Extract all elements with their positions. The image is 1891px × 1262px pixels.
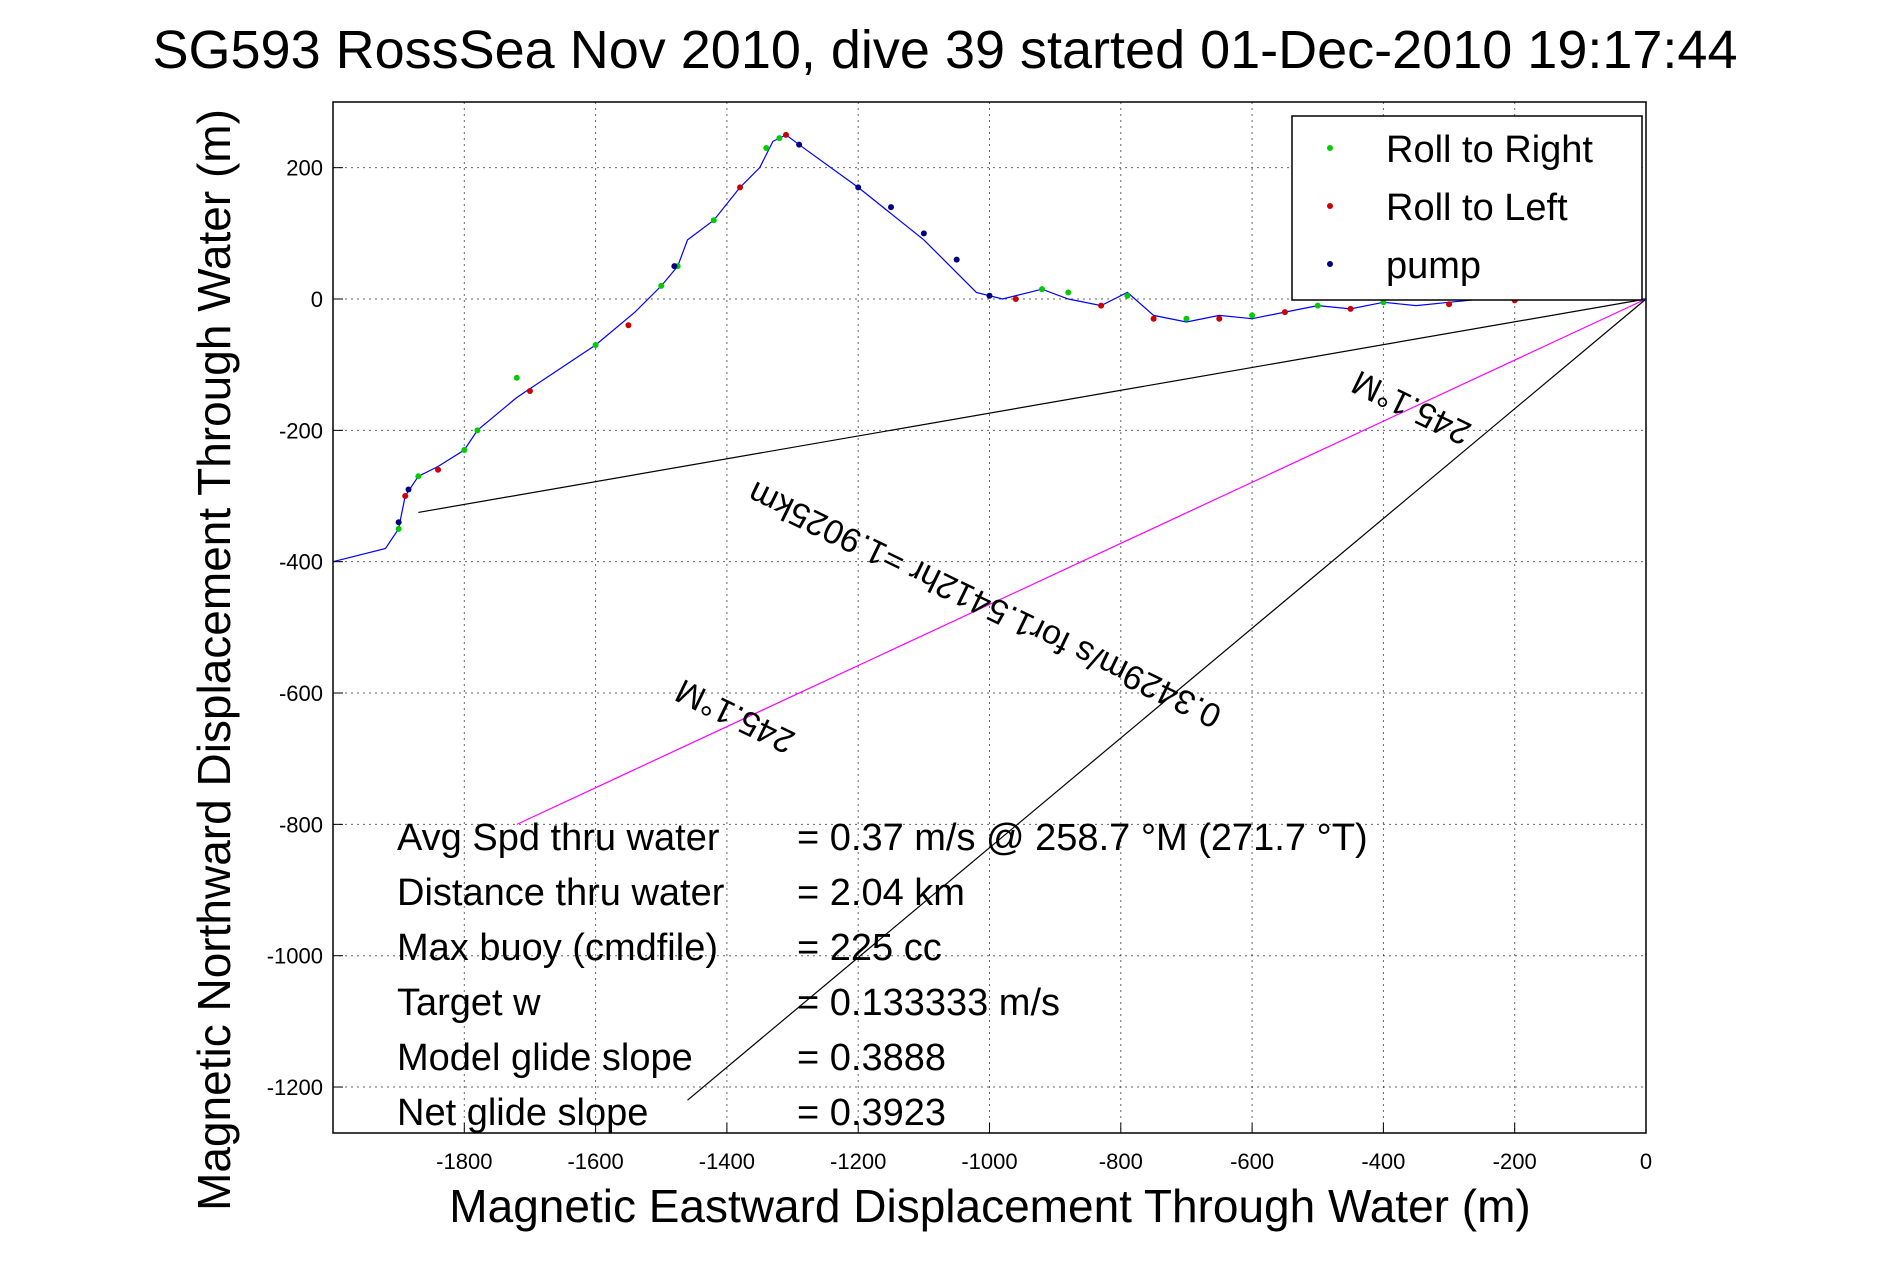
pump-point [888,204,895,211]
roll-to-right-point [1183,315,1190,322]
pump-point [855,184,862,191]
legend-label-pump: pump [1386,245,1481,287]
x-tick-label: -1200 [830,1149,886,1174]
pump-point [986,292,993,299]
roll-to-right-point [592,341,599,348]
stat-label: Model glide slope [397,1037,693,1079]
y-tick-label: -400 [279,550,323,575]
roll-to-left-point [1150,315,1157,322]
y-tick-label: -800 [279,812,323,837]
roll-to-left-point [625,322,632,329]
roll-to-right-point [1380,299,1387,306]
x-tick-label: -600 [1230,1149,1274,1174]
pump-point [953,256,960,263]
track-line [332,134,1646,563]
roll-to-left-point [1098,302,1105,309]
roll-to-left-point [782,131,789,138]
reference-lines [418,298,1647,1101]
stat-value: = 0.133333 m/s [797,982,1060,1024]
y-tick-label: -200 [279,418,323,443]
legend-marker-pump [1327,261,1333,267]
pump-point [796,141,803,148]
x-tick-label: -800 [1099,1149,1143,1174]
roll-to-right-point [763,144,770,151]
stat-value: = 2.04 km [797,872,965,914]
legend-box [1291,115,1643,301]
series-markers [395,131,1518,532]
roll-to-left-point [526,387,533,394]
chart-title: SG593 RossSea Nov 2010, dive 39 started … [152,20,1737,80]
x-tick-label: -200 [1493,1149,1537,1174]
stat-label: Net glide slope [397,1092,648,1134]
x-axis-label: Magnetic Eastward Displacement Through W… [449,1180,1530,1232]
roll-to-right-point [415,473,422,480]
roll-to-right-point [1124,292,1131,299]
roll-to-right-point [513,374,520,381]
reference-line [516,298,1647,825]
pump-point [920,230,927,237]
stat-value: = 0.37 m/s @ 258.7 °M (271.7 °T) [797,817,1368,859]
y-axis-ticks: 200 0 -200 -400 -600 -800 -1000 -1200 [267,156,343,1100]
stat-value: = 0.3923 [797,1092,946,1134]
stat-value: = 0.3888 [797,1037,946,1079]
legend-label-roll-to-left: Roll to Left [1386,187,1568,229]
pump-point [671,263,678,270]
roll-to-left-point [435,466,442,473]
legend-marker-roll-to-right [1327,145,1333,151]
roll-to-right-point [776,135,783,142]
y-tick-label: 0 [311,287,323,312]
roll-to-left-point [402,493,409,500]
x-axis-ticks: -1800 -1600 -1400 -1200 -1000 -800 -600 -400 -20… [436,1123,1652,1174]
reference-line [418,298,1647,514]
x-tick-label: -1000 [961,1149,1017,1174]
x-tick-label: 0 [1640,1149,1652,1174]
x-tick-label: -1400 [699,1149,755,1174]
roll-to-left-point [1446,301,1453,308]
roll-to-right-point [1249,312,1256,319]
stat-label: Distance thru water [397,872,725,914]
roll-to-right-point [461,447,468,454]
roll-to-right-point [1065,289,1072,296]
roll-to-right-point [1314,302,1321,309]
roll-to-left-point [1216,315,1223,322]
stat-value: = 225 cc [797,927,942,969]
legend-label-roll-to-right: Roll to Right [1386,129,1593,171]
roll-to-left-point [1281,309,1288,316]
x-tick-label: -1600 [567,1149,623,1174]
roll-to-left-point [737,184,744,191]
reference-line [687,298,1647,1101]
stat-label: Target w [397,982,541,1024]
y-tick-label: -1000 [267,944,323,969]
roll-to-right-point [658,282,665,289]
roll-to-right-point [395,525,402,532]
pump-point [405,486,412,493]
legend: Roll to Right Roll to Left pump [1291,115,1643,301]
y-axis-label: Magnetic Northward Displacement Through … [188,109,240,1211]
dive-stats: Avg Spd thru water = 0.37 m/s @ 258.7 °M … [397,817,1368,1134]
stat-label: Max buoy (cmdfile) [397,927,718,969]
roll-to-left-point [1012,296,1019,303]
x-tick-label: -1800 [436,1149,492,1174]
stat-label: Avg Spd thru water [397,817,720,859]
y-tick-label: -1200 [267,1075,323,1100]
pump-point [395,519,402,526]
legend-marker-roll-to-left [1327,203,1333,209]
roll-to-left-point [1347,305,1354,312]
roll-to-right-point [710,217,717,224]
x-tick-label: -400 [1361,1149,1405,1174]
y-tick-label: -600 [279,681,323,706]
y-tick-label: 200 [286,156,323,181]
roll-to-right-point [1039,286,1046,293]
roll-to-right-point [474,427,481,434]
